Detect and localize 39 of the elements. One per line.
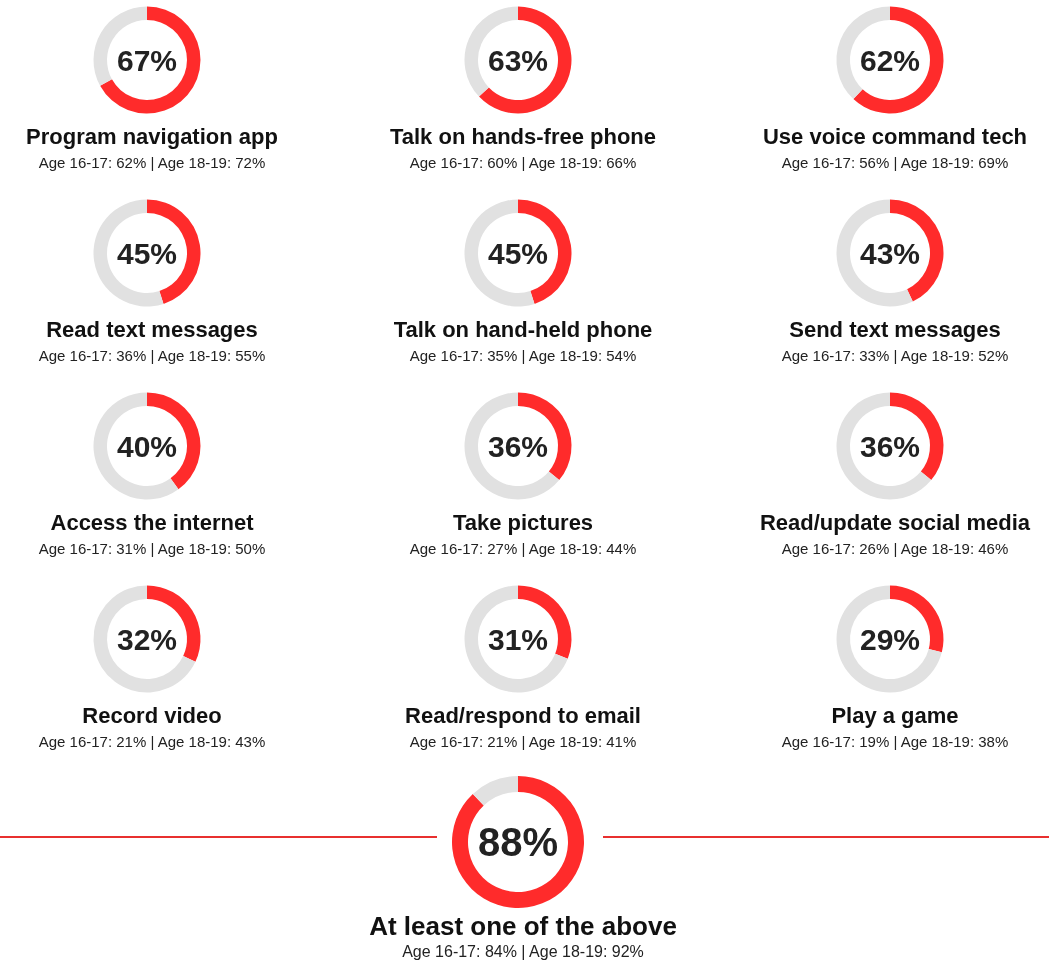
text: Age 16-17: 84% | Age 18-19: 92% xyxy=(402,942,644,960)
text: Age 16-17: 31% | Age 18-19: 50% xyxy=(38,540,266,557)
text: Read text messages xyxy=(46,316,258,342)
text: Send text messages xyxy=(789,316,1001,342)
text: 67% xyxy=(116,43,178,77)
text: Age 16-17: 60% | Age 18-19: 66% xyxy=(409,154,637,171)
text: Age 16-17: 35% | Age 18-19: 54% xyxy=(409,347,637,364)
text: Age 16-17: 19% | Age 18-19: 38% xyxy=(781,733,1009,750)
text: Age 16-17: 36% | Age 18-19: 55% xyxy=(38,347,266,364)
text: Age 16-17: 62% | Age 18-19: 72% xyxy=(38,154,266,171)
text: 40% xyxy=(116,429,178,463)
text: Talk on hand-held phone xyxy=(393,316,653,342)
text: 45% xyxy=(116,236,178,270)
text: Age 16-17: 26% | Age 18-19: 46% xyxy=(781,540,1009,557)
text: At least one of the above xyxy=(369,911,677,941)
text: 36% xyxy=(487,429,549,463)
text: Age 16-17: 33% | Age 18-19: 52% xyxy=(781,347,1009,364)
text: Record video xyxy=(82,702,222,728)
text: 62% xyxy=(859,43,921,77)
text: 45% xyxy=(487,236,549,270)
text: Play a game xyxy=(831,702,959,728)
text: Take pictures xyxy=(452,509,594,535)
text: Talk on hands-free phone xyxy=(389,123,657,149)
text: 31% xyxy=(487,622,549,656)
text: Age 16-17: 21% | Age 18-19: 43% xyxy=(38,733,266,750)
text: 32% xyxy=(116,622,178,656)
text: Age 16-17: 27% | Age 18-19: 44% xyxy=(409,540,637,557)
text: Use voice command tech xyxy=(762,123,1028,149)
text: Program navigation app xyxy=(26,123,278,149)
text: Access the internet xyxy=(50,509,255,535)
text: 88% xyxy=(477,820,559,864)
text: 29% xyxy=(859,622,921,656)
text: 43% xyxy=(859,236,921,270)
text: Age 16-17: 56% | Age 18-19: 69% xyxy=(781,154,1009,171)
text: Read/respond to email xyxy=(405,702,641,728)
text: Read/update social media xyxy=(759,509,1031,535)
text: 36% xyxy=(859,429,921,463)
text: Age 16-17: 21% | Age 18-19: 41% xyxy=(409,733,637,750)
text: 63% xyxy=(487,43,549,77)
